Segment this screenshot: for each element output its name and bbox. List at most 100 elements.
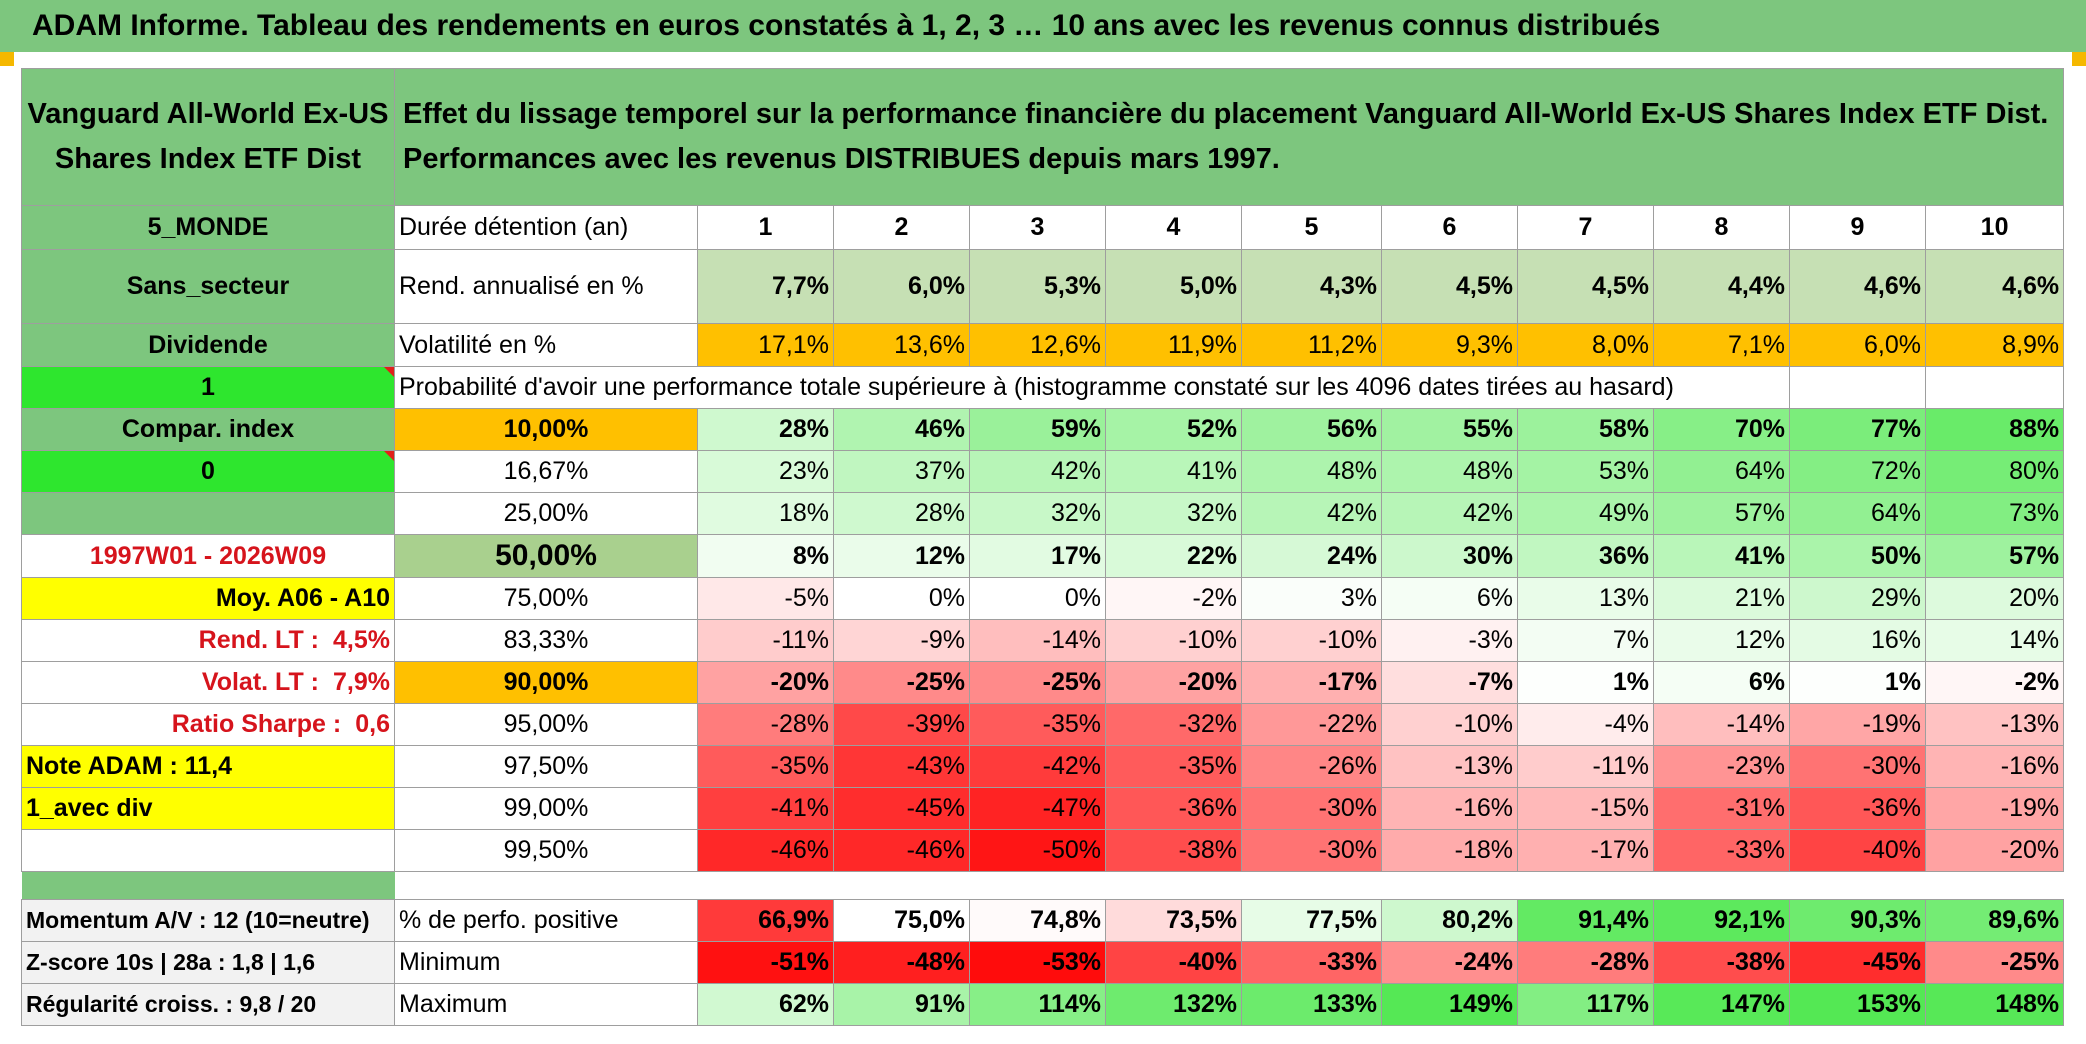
flag-0: 0 bbox=[21, 450, 395, 493]
percentile-value: -43% bbox=[833, 745, 970, 788]
percentile-label: 97,50% bbox=[394, 745, 698, 788]
percentile-value: 53% bbox=[1517, 450, 1654, 493]
percentile-value: 50% bbox=[1789, 534, 1926, 578]
rend-value-4: 5,0% bbox=[1105, 249, 1242, 324]
volat-value-5: 11,2% bbox=[1241, 323, 1382, 367]
performance-table: Vanguard All-World Ex-US Shares Index ET… bbox=[21, 68, 2065, 1026]
maximum-value: 147% bbox=[1653, 983, 1790, 1026]
percentile-value: -20% bbox=[1105, 661, 1242, 704]
percentile-value: 30% bbox=[1381, 534, 1518, 578]
percentile-row: Ratio Sharpe :0,6 95,00% -28% -39% -35% -32% -… bbox=[21, 703, 2065, 746]
positive-value: 80,2% bbox=[1381, 899, 1518, 942]
percentile-value: -30% bbox=[1789, 745, 1926, 788]
volat-value-2: 13,6% bbox=[833, 323, 970, 367]
percentile-value: -31% bbox=[1653, 787, 1790, 830]
positive-value: 90,3% bbox=[1789, 899, 1926, 942]
maximum-value: 62% bbox=[697, 983, 834, 1026]
percentile-value: -41% bbox=[697, 787, 834, 830]
percentile-value: -10% bbox=[1241, 619, 1382, 662]
percentile-value: 48% bbox=[1241, 450, 1382, 493]
left-blank bbox=[21, 829, 395, 872]
percentile-value: 12% bbox=[1653, 619, 1790, 662]
percentile-value: 49% bbox=[1517, 492, 1654, 535]
percentile-value: 1% bbox=[1789, 661, 1926, 704]
percentile-value: 80% bbox=[1924, 450, 2065, 493]
rend-value-9: 4,6% bbox=[1789, 249, 1926, 324]
positive-value: 74,8% bbox=[969, 899, 1106, 942]
percentile-value: -28% bbox=[697, 703, 834, 746]
percentile-value: -38% bbox=[1105, 829, 1242, 872]
percentile-value: 28% bbox=[697, 408, 834, 451]
percentile-value: -3% bbox=[1381, 619, 1518, 662]
maximum-value: 149% bbox=[1381, 983, 1518, 1026]
minimum-value: -40% bbox=[1105, 941, 1242, 984]
percentile-value: 32% bbox=[1105, 492, 1242, 535]
duree-label: Durée détention (an) bbox=[394, 205, 698, 250]
percentile-value: -22% bbox=[1241, 703, 1382, 746]
percentile-value: -4% bbox=[1517, 703, 1654, 746]
zscore-label: Z-score 10s | 28a : 1,8 | 1,6 bbox=[21, 941, 395, 984]
percentile-value: -30% bbox=[1241, 829, 1382, 872]
percentile-label: 83,33% bbox=[394, 619, 698, 662]
header-row: Vanguard All-World Ex-US Shares Index ET… bbox=[21, 68, 2065, 206]
type-label: Dividende bbox=[21, 323, 395, 367]
percentile-value: -42% bbox=[969, 745, 1106, 788]
volat-lt-value: 7,9% bbox=[333, 668, 390, 696]
positive-value: 73,5% bbox=[1105, 899, 1242, 942]
maximum-value: 91% bbox=[833, 983, 970, 1026]
percentile-value: 73% bbox=[1924, 492, 2065, 535]
percentile-value: 17% bbox=[969, 534, 1106, 578]
period-label: 1997W01 - 2026W09 bbox=[21, 534, 395, 578]
report-title: ADAM Informe. Tableau des rendements en … bbox=[0, 0, 2086, 52]
stats-row: Régularité croiss. : 9,8 / 20 Maximum 62% 9… bbox=[21, 983, 2065, 1026]
positive-value: 66,9% bbox=[697, 899, 834, 942]
year-header-2: 2 bbox=[833, 205, 970, 250]
percentile-label: 75,00% bbox=[394, 577, 698, 620]
percentile-value: -14% bbox=[1653, 703, 1790, 746]
flag-1: 1 bbox=[21, 366, 395, 409]
percentile-value: 22% bbox=[1105, 534, 1242, 578]
volat-lt-label: Volat. LT : bbox=[201, 668, 320, 696]
minimum-value: -25% bbox=[1924, 941, 2065, 984]
percentile-value: -33% bbox=[1653, 829, 1790, 872]
percentile-value: -16% bbox=[1924, 745, 2065, 788]
percentile-value: -30% bbox=[1241, 787, 1382, 830]
category-label: 5_MONDE bbox=[21, 205, 395, 250]
volat-label: Volatilité en % bbox=[394, 323, 698, 367]
rend-value-6: 4,5% bbox=[1381, 249, 1518, 324]
volat-value-6: 9,3% bbox=[1381, 323, 1518, 367]
note-adam: Note ADAM : 11,4 bbox=[21, 745, 395, 788]
volat-value-8: 7,1% bbox=[1653, 323, 1790, 367]
percentile-label: 95,00% bbox=[394, 703, 698, 746]
probability-row: 1 Probabilité d'avoir une performance to… bbox=[21, 366, 2065, 409]
volat-lt: Volat. LT : 7,9% bbox=[21, 661, 395, 704]
positive-value: 77,5% bbox=[1241, 899, 1382, 942]
percentile-value: -36% bbox=[1105, 787, 1242, 830]
percentile-value: 1% bbox=[1517, 661, 1654, 704]
year-header-9: 9 bbox=[1789, 205, 1926, 250]
sharpe: Ratio Sharpe : 0,6 bbox=[21, 703, 395, 746]
percentile-value: -5% bbox=[697, 577, 834, 620]
minimum-value: -28% bbox=[1517, 941, 1654, 984]
percentile-value: 52% bbox=[1105, 408, 1242, 451]
percentile-value: -13% bbox=[1924, 703, 2065, 746]
percentile-value: -16% bbox=[1381, 787, 1518, 830]
stats-row: Z-score 10s | 28a : 1,8 | 1,6 Minimum -51%… bbox=[21, 941, 2065, 984]
description-line-2: Performances avec les revenus DISTRIBUES… bbox=[403, 143, 1280, 175]
percentile-value: -20% bbox=[697, 661, 834, 704]
rend-lt-value: 4,5% bbox=[333, 626, 390, 654]
minimum-value: -24% bbox=[1381, 941, 1518, 984]
percentile-value: 0% bbox=[833, 577, 970, 620]
percentile-row: 25,00% 18% 28% 32% 32% 42% 42% 49% 57% 64% 73% bbox=[21, 492, 2065, 535]
percentile-value: -18% bbox=[1381, 829, 1518, 872]
percentile-label: 50,00% bbox=[394, 534, 698, 578]
description-line-1: Effet du lissage temporel sur la perform… bbox=[403, 98, 2049, 131]
percentile-value: 36% bbox=[1517, 534, 1654, 578]
volat-value-7: 8,0% bbox=[1517, 323, 1654, 367]
percentile-value: -17% bbox=[1517, 829, 1654, 872]
minimum-value: -33% bbox=[1241, 941, 1382, 984]
minimum-value: -51% bbox=[697, 941, 834, 984]
positive-value: 89,6% bbox=[1924, 899, 2065, 942]
percentile-value: 64% bbox=[1789, 492, 1926, 535]
percentile-label: 16,67% bbox=[394, 450, 698, 493]
